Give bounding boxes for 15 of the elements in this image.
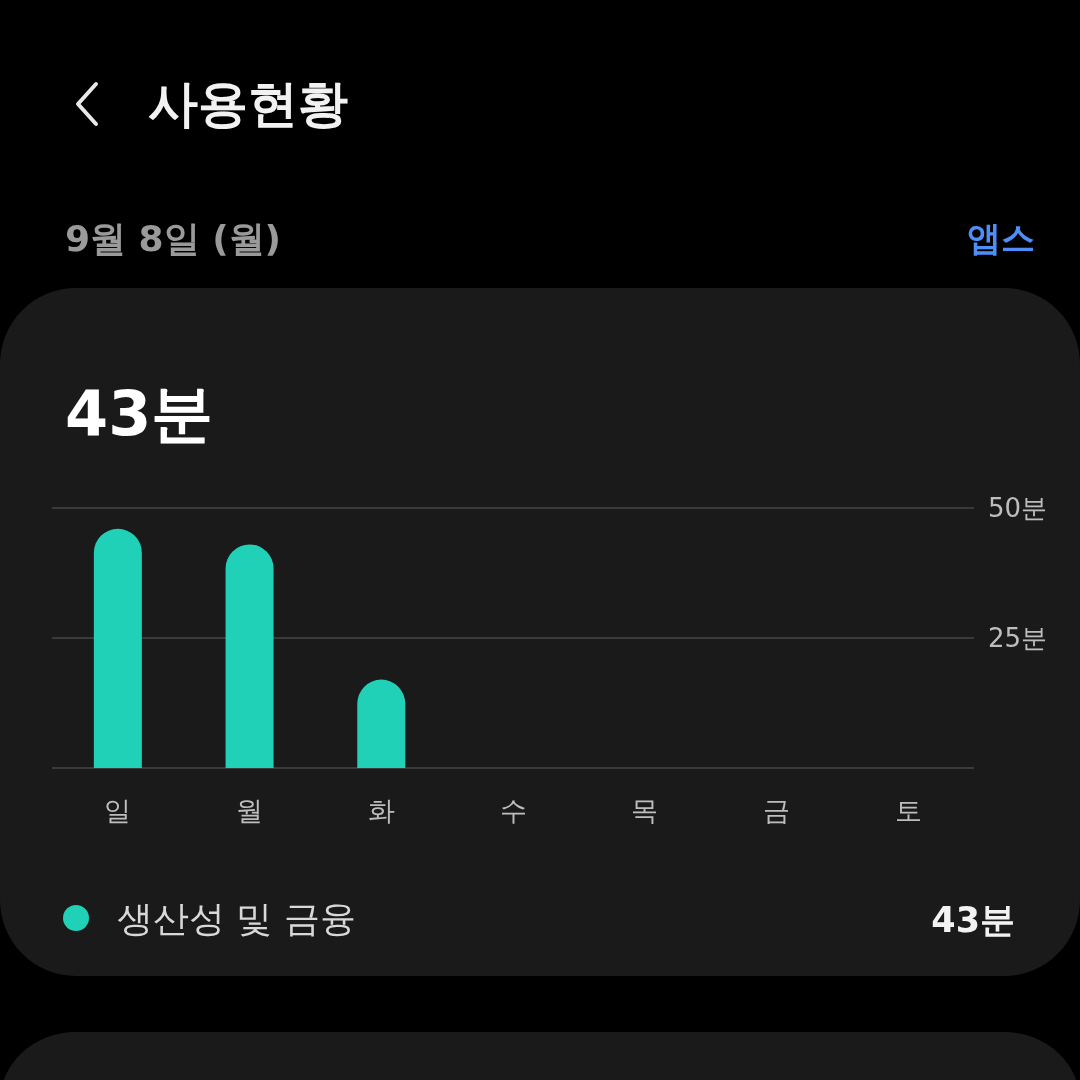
x-tick-label: 목 [631,795,659,826]
x-tick-label: 월 [236,795,264,826]
text: 앱스 [967,218,1035,258]
x-tick-label: 화 [367,795,395,826]
x-tick-label: 수 [499,795,527,826]
y-tick-label: 50분 [988,493,1048,523]
x-tick-label: 토 [894,795,922,826]
text: 43분 [65,377,214,450]
chart-title: 사용현황 [148,75,348,133]
text: 43분 [931,900,1015,940]
legend-label: 생산성 및 금융 [117,898,356,939]
chart-subtitle: 9월 8일 (월) [65,218,282,259]
y-tick-label: 25분 [988,623,1048,653]
x-tick-label: 일 [104,795,132,826]
x-tick-label: 금 [762,795,790,826]
